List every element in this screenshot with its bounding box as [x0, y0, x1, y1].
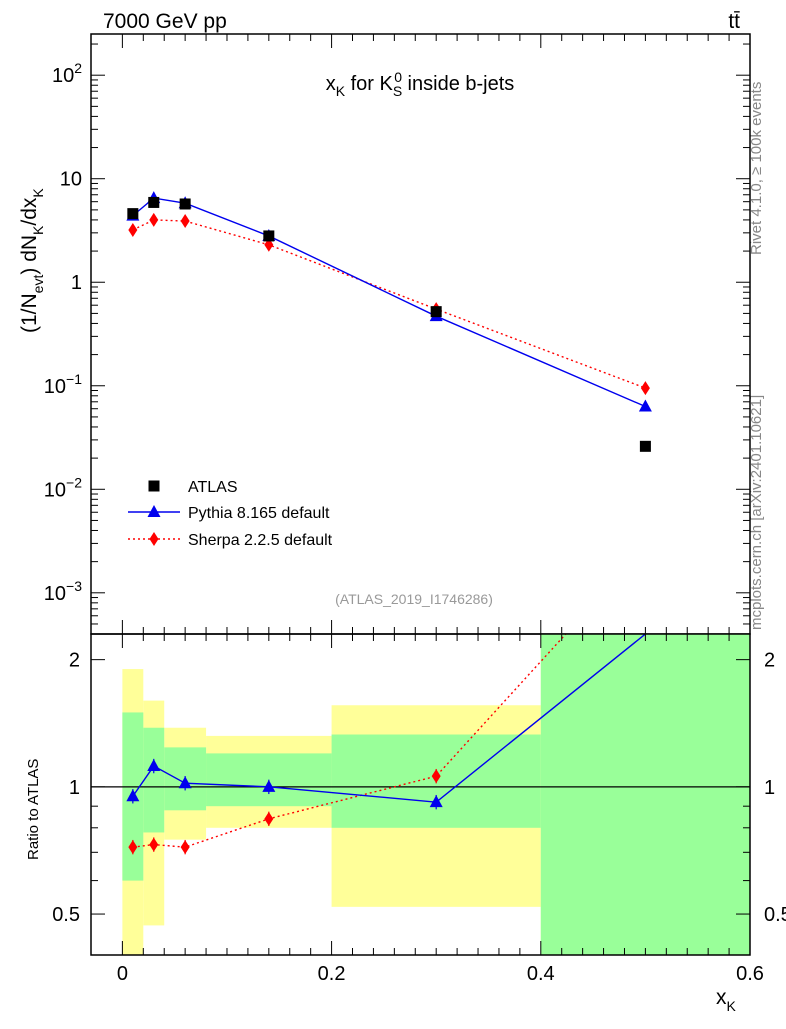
legend-atlas-marker: [148, 480, 160, 492]
ratio-pythia-point: [126, 789, 140, 802]
main-y-tick-label: 102: [52, 60, 82, 87]
ratio-panel: 0.5 0.5 1 1 2 2 0 0.2 0.4 0.6 Ratio to ATLAS xK: [25, 633, 786, 1014]
pythia-line: [132, 197, 646, 408]
legend-sherpa-marker: [149, 532, 159, 546]
legend-pythia-marker: [147, 505, 161, 517]
main-y-tick-label: 10−3: [44, 578, 82, 605]
ratio-y-tick-label-right: 0.5: [764, 904, 786, 926]
x-tick-label: 0.6: [736, 963, 764, 985]
atlas-point: [430, 306, 442, 318]
main-y-tick-label: 1: [71, 272, 82, 294]
ratio-y-tick-label-left: 0.5: [52, 904, 80, 926]
atlas-point: [639, 440, 651, 452]
main-panel: 10−3 10−2 10−1 1 10 102 xK for KS0 inside b-j…: [18, 33, 751, 635]
sherpa-line: [132, 219, 646, 389]
x-tick-label: 0.2: [318, 963, 346, 985]
ratio-pythia-point: [147, 759, 161, 772]
main-title: xK for KS0 inside b-jets: [326, 69, 515, 99]
atlas-point: [127, 208, 139, 220]
main-y-tick-label: 10−2: [44, 474, 82, 501]
sherpa-point: [128, 222, 138, 237]
rivet-label: Rivet 4.1.0, ≥ 100k events: [748, 82, 765, 255]
mcplots-label: mcplots.cern.ch [arXiv:2401.10621]: [748, 395, 765, 630]
ratio-y-axis-label: Ratio to ATLAS: [25, 759, 42, 860]
ratio-y-tick-label-left: 1: [69, 777, 80, 799]
ratio-sherpa-point: [431, 769, 441, 784]
atlas-point: [179, 198, 191, 210]
ratio-y-tick-label-left: 2: [69, 650, 80, 672]
legend-pythia-label: Pythia 8.165 default: [188, 505, 330, 522]
ratio-y-tick-label-right: 2: [764, 650, 775, 672]
atlas-point: [148, 196, 160, 208]
x-tick-label: 0.4: [527, 963, 555, 985]
ratio-pythia-point: [429, 795, 443, 808]
process-label: tt̄: [728, 10, 740, 33]
sherpa-point: [640, 381, 650, 396]
ratio-band-inner: [540, 634, 750, 955]
ratio-sherpa-point: [149, 837, 159, 852]
main-y-tick-label: 10−1: [44, 371, 82, 398]
main-y-tick-label: 10: [60, 169, 82, 191]
energy-label: 7000 GeV pp: [103, 10, 227, 33]
ratio-sherpa-point: [128, 840, 138, 855]
atlas-point: [263, 230, 275, 242]
ratio-pythia-point: [262, 779, 276, 792]
ratio-pythia-line: [132, 634, 646, 803]
x-tick-label: 0: [117, 963, 128, 985]
ratio-pythia-point: [178, 776, 192, 789]
main-y-axis-label: (1/Nevt) dNK/dxK: [18, 188, 46, 333]
legend-atlas-label: ATLAS: [188, 479, 238, 496]
ratio-frame: [90, 633, 751, 956]
sherpa-point: [180, 214, 190, 229]
sherpa-point: [149, 212, 159, 227]
ratio-sherpa-point: [264, 811, 274, 826]
x-axis-label: xK: [716, 986, 737, 1014]
ratio-band-inner: [143, 727, 165, 833]
legend-sherpa-label: Sherpa 2.2.5 default: [188, 532, 333, 549]
legend: ATLAS Pythia 8.165 default Sherpa 2.2.5 de…: [128, 479, 333, 549]
ratio-sherpa-line: [132, 634, 567, 848]
pythia-point: [638, 399, 652, 412]
ratio-y-tick-label-right: 1: [764, 777, 775, 799]
ratio-sherpa-point: [180, 840, 190, 855]
analysis-label: (ATLAS_2019_I1746286): [335, 591, 493, 607]
